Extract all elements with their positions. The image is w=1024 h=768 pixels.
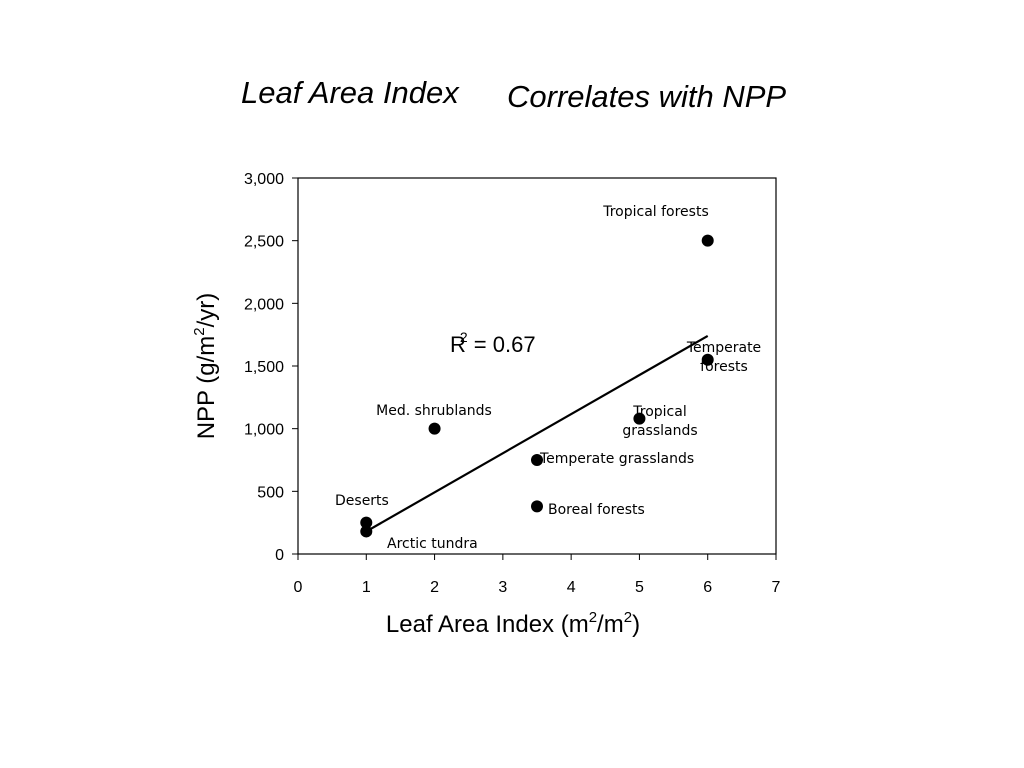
- r-squared-value: = 0.67: [468, 332, 536, 357]
- r-squared-annotation: R2 = 0.67: [450, 329, 536, 357]
- plot-frame: [297, 177, 777, 555]
- y-tick-label: 3,000: [244, 171, 284, 188]
- y-tick-label: 2,000: [244, 296, 284, 313]
- y-axis-title-sup: 2: [191, 327, 208, 335]
- data-point: [701, 234, 714, 247]
- point-label: Arctic tundra: [387, 536, 478, 552]
- y-tick-label: 1,000: [244, 422, 284, 439]
- y-tick-label: 500: [257, 484, 284, 501]
- axis-ticks: 0 1 2 3 4 5 6 7 0 500 1,000 1,500 2,000 2,500 3,000: [244, 171, 781, 596]
- point-label: Med. shrublands: [376, 403, 492, 419]
- x-axis-title-mid: /m: [597, 611, 624, 638]
- point-label: Deserts: [335, 493, 389, 509]
- point-label: Boreal forests: [548, 502, 645, 518]
- x-tick-label: 7: [772, 579, 781, 596]
- point-label: Temperate forests: [686, 340, 761, 375]
- point-label: Tropical grasslands: [622, 404, 697, 439]
- title-part-2: Correlates with NPP: [507, 79, 787, 114]
- x-tick-label: 3: [498, 579, 507, 596]
- data-point: [531, 500, 543, 513]
- data-point: [360, 516, 373, 529]
- data-point: [360, 525, 373, 538]
- x-tick-label: 1: [362, 579, 371, 596]
- point-label: Tropical forests: [602, 204, 709, 220]
- y-axis-title-text: NPP (g/m: [193, 336, 220, 440]
- x-axis-title-sup-2: 2: [624, 609, 632, 626]
- trendline: [365, 334, 709, 533]
- y-tick-label: 0: [275, 547, 284, 564]
- y-axis-title: NPP (g/m2/yr): [191, 293, 220, 440]
- point-label: Temperate grasslands: [539, 451, 694, 467]
- x-axis-title-sup-1: 2: [589, 609, 597, 626]
- x-tick-label: 0: [294, 579, 303, 596]
- y-tick-label: 2,500: [244, 234, 284, 251]
- data-point: [701, 353, 714, 366]
- x-axis-title: Leaf Area Index (m2/m2): [386, 609, 640, 638]
- x-tick-label: 2: [430, 579, 439, 596]
- x-axis-title-end: ): [632, 611, 640, 638]
- data-point: [531, 454, 543, 466]
- x-tick-label: 4: [567, 579, 576, 596]
- r-squared-superscript: 2: [460, 329, 468, 345]
- data-point: [428, 422, 441, 435]
- title-part-1: Leaf Area Index: [241, 75, 459, 110]
- data-point: [633, 412, 646, 425]
- r-squared-base: R: [450, 332, 466, 357]
- x-tick-label: 6: [703, 579, 712, 596]
- data-points: [360, 234, 714, 538]
- point-labels: Tropical forests Temperate forests Tropical…: [335, 204, 761, 552]
- x-tick-label: 5: [635, 579, 644, 596]
- x-axis-title-text: Leaf Area Index (m: [386, 611, 589, 638]
- y-tick-label: 1,500: [244, 359, 284, 376]
- y-axis-title-end: /yr): [193, 293, 220, 328]
